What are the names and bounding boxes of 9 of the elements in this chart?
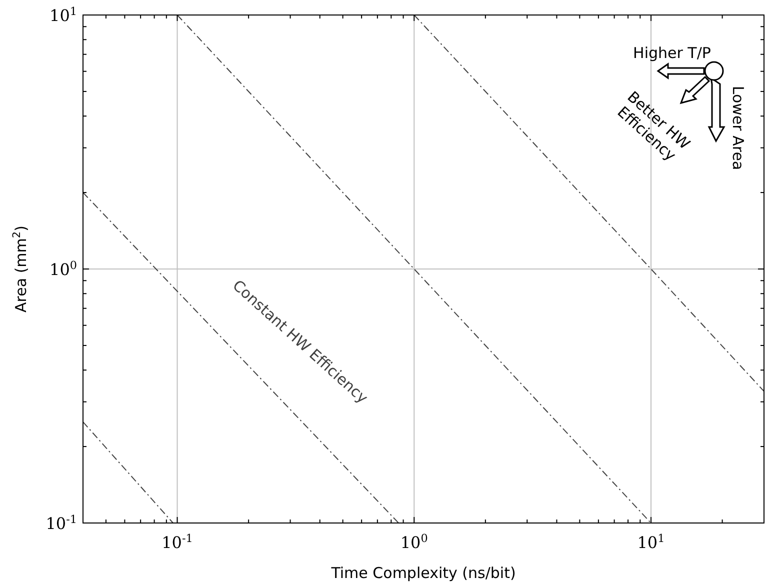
y-tick-label: 10$^{-1}$ bbox=[46, 512, 77, 533]
y-tick-label: 10$^{0}$ bbox=[50, 258, 77, 279]
annotation: Lower Area bbox=[729, 86, 747, 170]
annotation: Higher T/P bbox=[633, 44, 711, 62]
x-tick-label: 10$^{1}$ bbox=[637, 532, 665, 552]
x-axis-title: Time Complexity (ns/bit) bbox=[330, 564, 516, 582]
x-tick-label: 10$^{0}$ bbox=[400, 532, 428, 552]
x-tick-label: 10$^{-1}$ bbox=[162, 532, 193, 552]
y-tick-label: 10$^{1}$ bbox=[50, 4, 77, 25]
